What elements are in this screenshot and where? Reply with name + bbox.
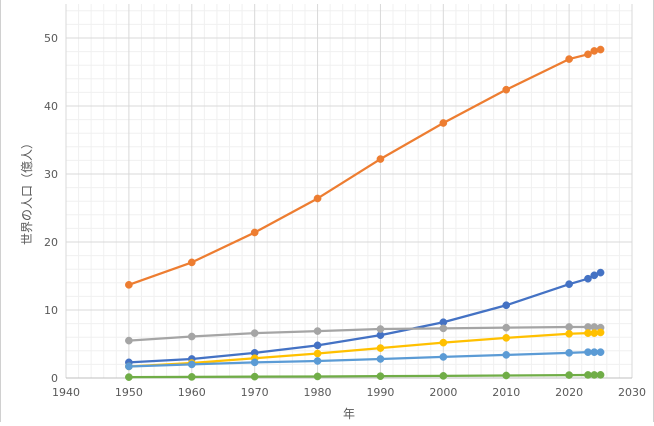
data-point [565, 348, 573, 357]
y-tick-label: 0 [51, 372, 58, 385]
data-point [376, 155, 385, 163]
data-point [313, 372, 322, 381]
data-point [565, 280, 573, 289]
data-point [313, 194, 322, 203]
data-point [596, 328, 605, 337]
data-point [376, 372, 385, 381]
data-point [250, 358, 259, 367]
data-point [376, 355, 385, 363]
y-tick-label: 50 [44, 32, 58, 45]
data-point [376, 344, 385, 352]
data-point [502, 334, 511, 342]
x-tick-label: 1940 [52, 386, 80, 399]
data-point [125, 280, 133, 289]
data-point [439, 353, 448, 361]
data-point [596, 268, 605, 277]
series-5 [125, 348, 605, 371]
x-tick-label: 2010 [492, 386, 520, 399]
data-point [596, 348, 605, 357]
series-line [128, 48, 601, 286]
data-point [187, 258, 196, 267]
data-point [565, 329, 573, 338]
x-tick-label: 1960 [178, 386, 206, 399]
x-tick-label: 1950 [115, 386, 143, 399]
data-point [250, 228, 259, 237]
chart-border-left [0, 0, 1, 422]
data-point [584, 274, 592, 283]
data-point [502, 351, 511, 359]
x-tick-label: 2030 [618, 386, 646, 399]
series-4 [125, 328, 605, 371]
data-point [439, 372, 448, 380]
x-tick-label: 2000 [429, 386, 457, 399]
data-point [584, 50, 592, 59]
data-point [502, 301, 511, 310]
series-3 [125, 323, 605, 345]
data-point [439, 324, 448, 333]
data-point [187, 373, 196, 381]
series-1 [125, 45, 605, 289]
y-tick-label: 30 [44, 168, 58, 181]
data-point [502, 85, 511, 94]
data-point [313, 327, 322, 335]
data-point [125, 336, 133, 345]
data-point [376, 325, 385, 333]
series-layer [125, 45, 605, 381]
data-point [565, 55, 573, 63]
data-point [250, 372, 259, 381]
data-point [313, 349, 322, 358]
grid-layer [65, 4, 633, 378]
series-6 [125, 371, 605, 381]
data-point [313, 341, 322, 350]
y-axis-title: 世界の人口（億人） [20, 137, 34, 245]
data-point [250, 329, 259, 337]
series-2 [125, 268, 605, 367]
y-tick-label: 40 [44, 100, 58, 113]
data-point [439, 119, 448, 127]
data-point [565, 371, 573, 379]
data-point [439, 338, 448, 347]
series-line [128, 373, 601, 379]
data-point [187, 332, 196, 341]
data-point [590, 47, 599, 55]
data-point [313, 357, 322, 365]
x-tick-label: 1970 [241, 386, 269, 399]
data-point [187, 360, 196, 369]
data-point [596, 45, 605, 54]
data-point [125, 373, 133, 381]
data-point [596, 371, 605, 379]
data-point [502, 323, 511, 332]
x-tick-label: 1980 [304, 386, 332, 399]
y-tick-label: 10 [44, 304, 58, 317]
data-point [502, 371, 511, 380]
data-point [565, 323, 573, 331]
x-tick-label: 1990 [366, 386, 394, 399]
data-point [125, 362, 133, 371]
y-tick-label: 20 [44, 236, 58, 249]
x-tick-label: 2020 [555, 386, 583, 399]
x-axis-title: 年 [343, 407, 355, 421]
